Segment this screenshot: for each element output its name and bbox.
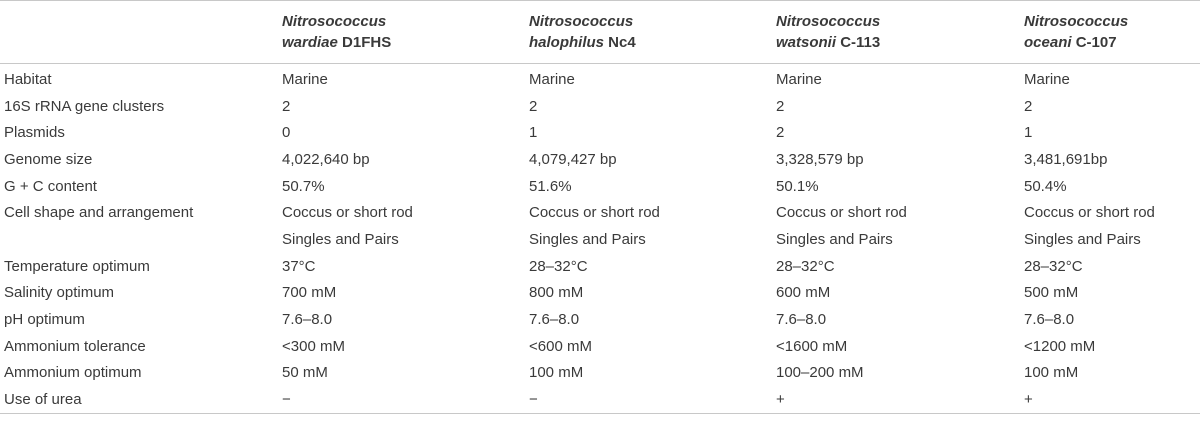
row-label: Ammonium optimum (4, 364, 142, 382)
table-cell: 7.6–8.0 (776, 311, 827, 329)
header-cell-strain: Nitrosococcus oceani C-107 (1024, 1, 1200, 64)
genus-name: Nitrosococcus (776, 13, 881, 30)
table-cell: + (1024, 391, 1033, 409)
table-cell: <600 mM (529, 337, 592, 355)
table-cell: 2 (1024, 97, 1033, 115)
table-cell: 1 (529, 124, 538, 142)
table-cell: 50 mM (282, 364, 328, 382)
strain-id: C-113 (840, 34, 881, 51)
table-cell: 800 mM (529, 284, 584, 302)
genus-name: Nitrosococcus (1024, 13, 1129, 30)
table-cell: Marine (1024, 70, 1070, 88)
table-cell: 2 (282, 97, 291, 115)
header-cell-strain: Nitrosococcus wardiae D1FHS (282, 1, 529, 64)
table-header: Nitrosococcus wardiae D1FHS Nitrosococcu… (0, 0, 1200, 64)
table-cell: Singles and Pairs (776, 230, 893, 248)
table-cell: Marine (776, 70, 822, 88)
table-row: Use of urea − − + + (0, 386, 1200, 414)
row-label: Habitat (4, 70, 52, 88)
table-cell: 7.6–8.0 (1024, 311, 1075, 329)
genus-name: Nitrosococcus (282, 13, 387, 30)
table-cell: Coccus or short rod (529, 204, 660, 222)
table-body: Habitat Marine Marine Marine Marine 16S rRNA … (0, 64, 1200, 414)
row-label: Salinity optimum (4, 284, 115, 302)
header-cell-empty (0, 1, 282, 64)
table-cell: 700 mM (282, 284, 337, 302)
table-row: Ammonium tolerance <300 mM <600 mM <1600 mM… (0, 333, 1200, 360)
table-cell: 500 mM (1024, 284, 1079, 302)
table-cell: <300 mM (282, 337, 345, 355)
row-label: Use of urea (4, 391, 82, 409)
table-cell: 28–32°C (776, 257, 835, 275)
genus-name: Nitrosococcus (529, 13, 634, 30)
table-cell: 50.7% (282, 177, 325, 195)
table-cell: 100 mM (529, 364, 584, 382)
strain-id: Nc4 (608, 34, 636, 51)
table-cell: 28–32°C (1024, 257, 1083, 275)
table-cell: Singles and Pairs (282, 230, 399, 248)
table-cell: 3,481,691bp (1024, 150, 1108, 168)
table-cell: 100–200 mM (776, 364, 864, 382)
table-row: pH optimum 7.6–8.0 7.6–8.0 7.6–8.0 7.6–8.0 (0, 306, 1200, 333)
strain-id: C-107 (1075, 34, 1117, 51)
header-row: Nitrosococcus wardiae D1FHS Nitrosococcu… (0, 0, 1200, 64)
table-row: Singles and Pairs Singles and Pairs Single… (0, 226, 1200, 253)
table-cell: 51.6% (529, 177, 572, 195)
species-epithet: watsonii (776, 34, 837, 51)
table-cell: 3,328,579 bp (776, 150, 864, 168)
table-cell: Coccus or short rod (1024, 204, 1155, 222)
table-cell: 600 mM (776, 284, 831, 302)
row-label: pH optimum (4, 311, 85, 329)
table-cell: 50.1% (776, 177, 819, 195)
table-cell: 2 (776, 124, 785, 142)
table-row: G + C content 50.7% 51.6% 50.1% 50.4% (0, 173, 1200, 200)
species-epithet: wardiae (282, 34, 338, 51)
table-cell: Coccus or short rod (776, 204, 907, 222)
table-cell: Singles and Pairs (529, 230, 646, 248)
row-label: Ammonium tolerance (4, 337, 146, 355)
table-cell: Marine (282, 70, 328, 88)
header-cell-strain: Nitrosococcus halophilus Nc4 (529, 1, 776, 64)
header-cell-strain: Nitrosococcus watsonii C-113 (776, 1, 1024, 64)
table-cell: 37°C (282, 257, 316, 275)
table-cell: 28–32°C (529, 257, 588, 275)
table-row: Cell shape and arrangement Coccus or shor… (0, 199, 1200, 226)
table-row: 16S rRNA gene clusters 2 2 2 2 (0, 93, 1200, 120)
row-label: Genome size (4, 150, 93, 168)
table-row: Plasmids 0 1 2 1 (0, 119, 1200, 146)
row-label: G + C content (4, 177, 97, 195)
table-cell: 2 (776, 97, 785, 115)
table-cell: 4,079,427 bp (529, 150, 617, 168)
table-cell: Singles and Pairs (1024, 230, 1141, 248)
table-cell: + (776, 391, 785, 409)
table-cell: 100 mM (1024, 364, 1079, 382)
table-cell: 7.6–8.0 (282, 311, 333, 329)
table-cell: Coccus or short rod (282, 204, 413, 222)
strain-id: D1FHS (342, 34, 392, 51)
row-label: 16S rRNA gene clusters (4, 97, 165, 115)
table-cell: 7.6–8.0 (529, 311, 580, 329)
table-cell: 50.4% (1024, 177, 1067, 195)
row-label: Temperature optimum (4, 257, 150, 275)
comparison-table: Nitrosococcus wardiae D1FHS Nitrosococcu… (0, 0, 1200, 414)
row-label: Cell shape and arrangement (4, 204, 194, 222)
table-row: Ammonium optimum 50 mM 100 mM 100–200 mM 100… (0, 360, 1200, 387)
species-epithet: oceani (1024, 34, 1072, 51)
table-row: Genome size 4,022,640 bp 4,079,427 bp 3,328… (0, 146, 1200, 173)
table-cell: <1600 mM (776, 337, 848, 355)
table-cell: 0 (282, 124, 291, 142)
table-cell: <1200 mM (1024, 337, 1096, 355)
table-cell: − (529, 391, 538, 409)
table-cell: 2 (529, 97, 538, 115)
species-epithet: halophilus (529, 34, 604, 51)
table-row: Habitat Marine Marine Marine Marine (0, 64, 1200, 93)
table-cell: Marine (529, 70, 575, 88)
table-cell: − (282, 391, 291, 409)
table-row: Temperature optimum 37°C 28–32°C 28–32°C 28–… (0, 253, 1200, 280)
row-label (0, 226, 282, 253)
table-cell: 4,022,640 bp (282, 150, 370, 168)
table-row: Salinity optimum 700 mM 800 mM 600 mM 500 mM (0, 280, 1200, 307)
table-cell: 1 (1024, 124, 1033, 142)
row-label: Plasmids (4, 124, 65, 142)
